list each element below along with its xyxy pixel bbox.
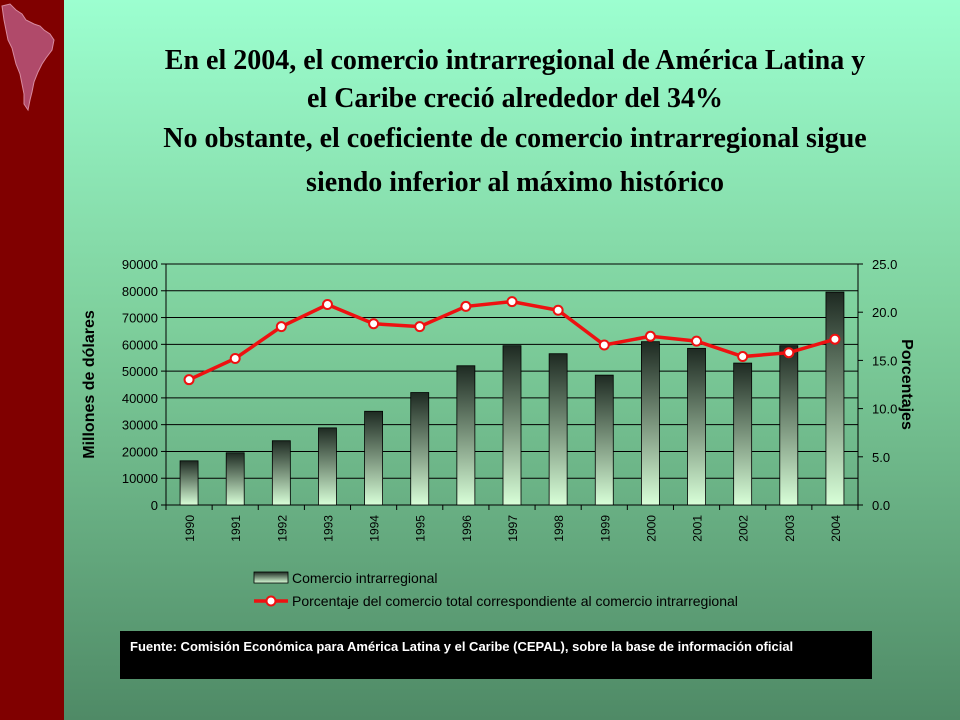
title-line-3: No obstante, el coeficiente de comercio … <box>163 123 867 154</box>
percentage-point <box>737 351 749 363</box>
y-tick-label: 50000 <box>122 364 158 379</box>
legend-bar-label: Comercio intrarregional <box>292 570 438 586</box>
percentage-point <box>783 347 795 359</box>
x-tick-label: 2002 <box>737 515 751 542</box>
percentage-point <box>460 300 472 312</box>
y2-tick-label: 5.0 <box>872 450 890 465</box>
percentage-point <box>829 333 841 345</box>
y-tick-label: 80000 <box>122 284 158 299</box>
bar <box>271 440 291 506</box>
x-tick-label: 1992 <box>275 515 289 542</box>
bar <box>641 341 660 506</box>
y-tick-label: 60000 <box>122 337 158 352</box>
y2-tick-label: 15.0 <box>872 353 897 368</box>
bar <box>733 362 753 506</box>
y-axis-title: Millones de dólares <box>81 310 98 459</box>
combo-chart: 0 10000 20000 30000 40000 50000 60000 70000 8000… <box>81 257 915 609</box>
y-tick-label: 70000 <box>122 311 158 326</box>
y-tick-label: 0 <box>151 498 158 513</box>
sidebar <box>0 0 64 720</box>
percentage-point <box>321 298 333 310</box>
x-tick-label: 1999 <box>598 515 612 542</box>
percentage-point <box>229 352 241 364</box>
bar <box>225 452 245 506</box>
legend-line-label: Porcentaje del comercio total correspond… <box>292 593 738 609</box>
y-tick-label: 30000 <box>122 418 158 433</box>
bar <box>502 345 522 506</box>
y2-tick-label: 25.0 <box>872 257 897 272</box>
x-tick-label: 2000 <box>644 515 658 542</box>
legend-line-marker <box>265 595 277 607</box>
legend-bar-swatch <box>253 571 289 584</box>
x-tick-label: 1994 <box>368 515 382 542</box>
y2-axis-title: Porcentajes <box>898 339 915 430</box>
y-tick-label: 20000 <box>122 444 158 459</box>
bar <box>779 345 799 506</box>
latin-america-map-icon <box>1 3 55 112</box>
percentage-point <box>183 374 195 386</box>
percentage-point <box>691 335 703 347</box>
bar <box>456 365 476 506</box>
bar <box>825 291 845 506</box>
source-note: Fuente: Comisión Económica para América … <box>120 631 872 679</box>
y-tick-label: 90000 <box>122 257 158 272</box>
y2-tick-label: 10.0 <box>872 402 897 417</box>
percentage-point <box>552 304 564 316</box>
title-line-4: siendo inferior al máximo histórico <box>306 167 724 198</box>
slide-title: En el 2004, el comercio intrarregional d… <box>80 42 950 202</box>
x-tick-label: 1995 <box>414 515 428 542</box>
y-tick-label: 10000 <box>122 471 158 486</box>
bar <box>179 460 199 506</box>
bar <box>318 427 337 506</box>
bar <box>410 392 430 506</box>
percentage-point <box>598 339 610 351</box>
x-tick-label: 2004 <box>829 515 843 542</box>
x-tick-label: 1993 <box>321 515 335 542</box>
bar <box>364 410 384 506</box>
percentage-point <box>414 321 426 333</box>
y2-tick-label: 20.0 <box>872 305 897 320</box>
x-tick-label: 1996 <box>460 515 474 542</box>
percentage-point <box>506 296 518 308</box>
x-tick-label: 1991 <box>229 515 243 542</box>
percentage-point <box>275 321 287 333</box>
x-tick-label: 1997 <box>506 515 520 542</box>
x-tick-label: 1998 <box>552 515 566 542</box>
title-line-2: el Caribe creció alrededor del 34% <box>306 83 724 114</box>
y-tick-label: 40000 <box>122 391 158 406</box>
bar <box>594 374 614 506</box>
x-tick-label: 2003 <box>783 515 797 542</box>
title-line-1: En el 2004, el comercio intrarregional d… <box>164 45 866 76</box>
bar <box>687 347 706 506</box>
y2-tick-label: 0.0 <box>872 498 890 513</box>
x-tick-label: 2001 <box>691 515 705 542</box>
percentage-point <box>644 330 656 342</box>
bar <box>548 353 568 506</box>
x-tick-label: 1990 <box>183 515 197 542</box>
percentage-point <box>368 318 380 330</box>
